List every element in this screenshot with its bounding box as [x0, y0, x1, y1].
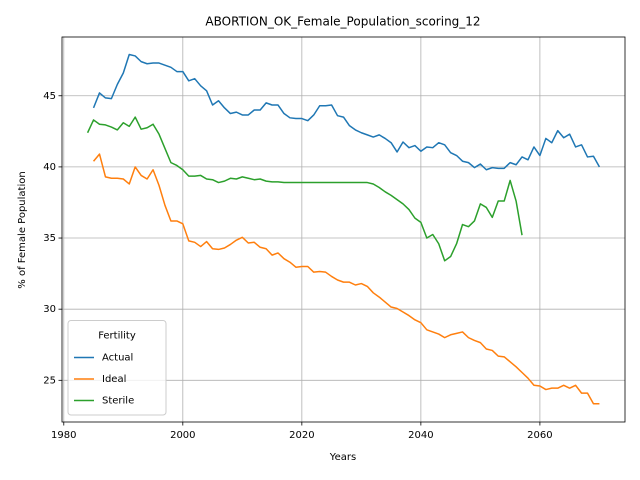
y-tick-label: 35	[43, 233, 56, 244]
y-tick-label: 25	[43, 375, 56, 386]
y-tick-label: 45	[43, 91, 56, 102]
y-axis-label: % of Female Population	[17, 171, 28, 288]
x-tick-label: 2060	[527, 430, 552, 441]
chart-title: ABORTION_OK_Female_Population_scoring_12	[205, 15, 480, 29]
y-tick-label: 40	[43, 162, 56, 173]
legend-label: Ideal	[102, 374, 126, 385]
legend-title: Fertility	[98, 331, 136, 342]
line-series	[92, 53, 601, 171]
plot-frame	[61, 36, 626, 423]
x-tick-label: 2040	[408, 430, 433, 441]
x-tick-label: 2000	[170, 430, 195, 441]
legend-box	[67, 320, 167, 416]
legend-label: Sterile	[102, 396, 134, 407]
x-tick-label: 1980	[51, 430, 76, 441]
x-tick-label: 2020	[289, 430, 314, 441]
y-tick-label: 30	[43, 304, 56, 315]
x-axis-label: Years	[329, 452, 356, 463]
line-series	[86, 116, 523, 262]
legend-label: Actual	[102, 353, 133, 364]
line-series	[92, 153, 600, 405]
